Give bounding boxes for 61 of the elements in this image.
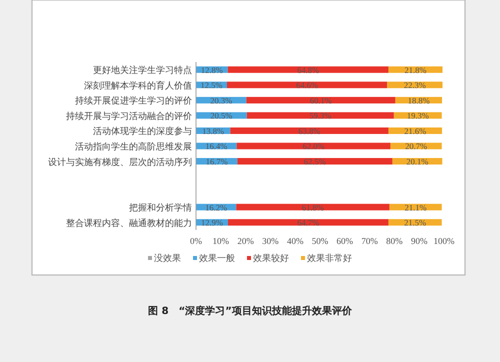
legend-label: 效果较好 (253, 253, 289, 263)
data-label: 16.7% (206, 156, 228, 166)
data-label: 61.8% (302, 202, 324, 212)
data-label: 62.5% (304, 156, 326, 166)
data-label: 16.2% (205, 202, 228, 212)
y-tick-label: 活动指向学生的高阶思维发展 (75, 142, 192, 152)
data-label: 22.3% (404, 80, 426, 90)
x-tick-label: 50% (312, 236, 329, 246)
x-tick-label: 0% (190, 236, 202, 246)
data-label: 59.3% (309, 110, 332, 121)
x-tick-label: 30% (262, 236, 280, 246)
data-label: 12.5% (200, 80, 222, 90)
bar (246, 112, 394, 119)
data-label: 63.8% (298, 126, 320, 136)
legend-label: 没效果 (154, 253, 181, 263)
y-tick-label: 持续开展促进学生学习的评价 (75, 96, 192, 106)
bar (237, 158, 392, 165)
y-tick-label: 整合课程内容、融通教材的能力 (66, 218, 192, 228)
x-tick-label: 40% (286, 236, 304, 246)
bar (228, 66, 388, 73)
y-tick-label: 活动体现学生的深度参与 (93, 126, 192, 136)
bar (227, 82, 388, 88)
data-label: 13.8% (202, 126, 224, 136)
y-tick-label: 深刻理解本学科的育人价值 (84, 80, 192, 90)
x-tick-label: 10% (212, 236, 230, 246)
data-label: 20.7% (405, 141, 428, 152)
data-label: 21.5% (404, 218, 426, 228)
x-tick-label: 70% (361, 236, 378, 246)
data-label: 21.1% (404, 202, 427, 212)
y-tick-label: 更好地关注学生学习特点 (93, 65, 192, 76)
data-label: 64.7% (297, 218, 320, 228)
data-label: 12.9% (201, 218, 223, 228)
data-label: 20.1% (406, 156, 428, 166)
y-tick-label: 设计与实施有梯度、层次的活动序列 (48, 156, 192, 167)
x-tick-label: 60% (336, 236, 354, 246)
legend-label: 效果一般 (199, 253, 235, 263)
bar (236, 204, 390, 210)
data-label: 60.1% (310, 95, 332, 106)
data-label: 62.0% (302, 141, 325, 152)
x-tick-label: 20% (237, 236, 254, 246)
bar (246, 96, 396, 104)
data-label: 21.8% (404, 64, 426, 75)
bar (236, 142, 390, 150)
data-label: 19.3% (406, 110, 429, 121)
data-label: 20.5% (210, 110, 232, 121)
data-label: 21.6% (404, 126, 426, 136)
y-tick-label: 把握和分析学情 (129, 202, 192, 213)
x-tick-label: 90% (410, 236, 428, 246)
data-label: 16.4% (205, 141, 228, 152)
caption: 图 8 “深度学习”项目知识技能提升效果评价 (148, 305, 353, 317)
data-label: 64.8% (297, 64, 320, 75)
data-label: 18.8% (408, 95, 430, 106)
bar (230, 127, 388, 134)
x-tick-label: 100% (434, 236, 455, 246)
data-label: 12.8% (200, 64, 223, 75)
legend-label: 效果非常好 (307, 253, 352, 263)
x-tick-label: 80% (386, 236, 404, 246)
data-label: 64.6% (296, 80, 318, 90)
y-tick-label: 持续开展与学习活动融合的评价 (66, 110, 192, 121)
bar (228, 219, 388, 226)
data-label: 20.3% (210, 95, 232, 106)
